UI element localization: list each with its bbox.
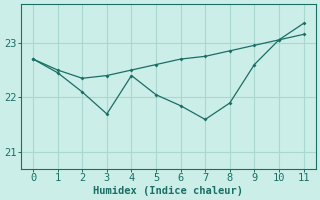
X-axis label: Humidex (Indice chaleur): Humidex (Indice chaleur) (93, 186, 243, 196)
